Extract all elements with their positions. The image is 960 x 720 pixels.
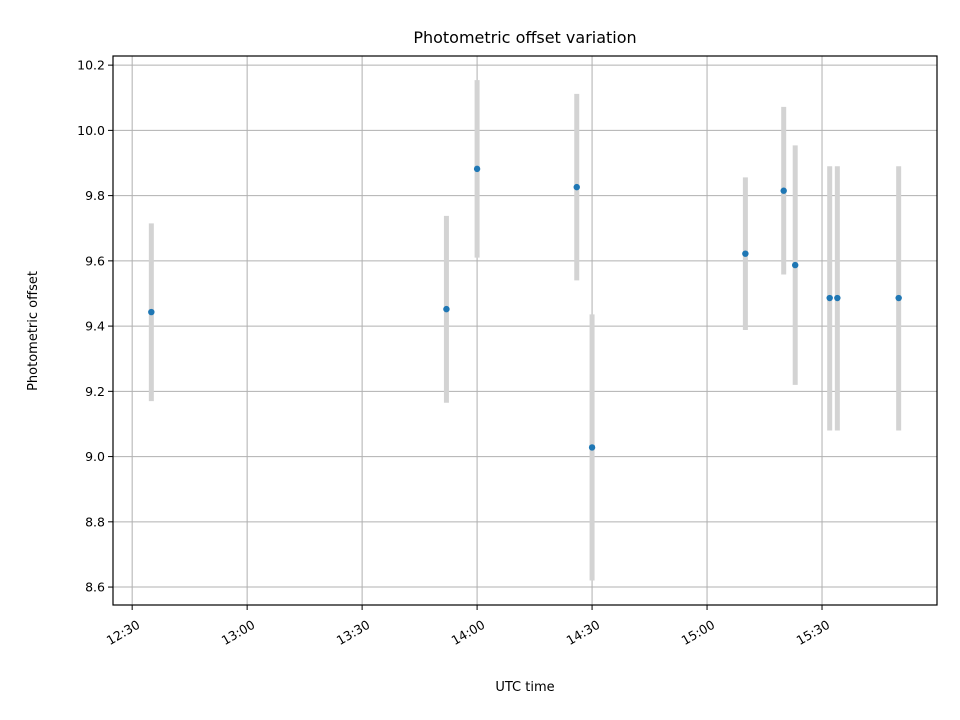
y-axis-label: Photometric offset xyxy=(26,271,41,391)
y-tick-label: 8.8 xyxy=(85,514,105,529)
y-tick-label: 10.0 xyxy=(77,123,105,138)
data-point xyxy=(588,444,596,451)
data-point xyxy=(742,250,749,257)
data-point xyxy=(895,294,902,302)
data-point xyxy=(780,187,787,194)
y-axis-ticks: 8.6 8.8 9.0 9.2 9.4 9.6 9.8 10.0 10.2 xyxy=(77,58,113,595)
y-tick-label: 9.0 xyxy=(85,449,105,464)
data-point xyxy=(473,165,481,173)
chart-title: Photometric offset variation xyxy=(413,28,636,47)
y-tick-label: 9.4 xyxy=(85,319,105,334)
plot-frame xyxy=(112,55,938,606)
x-tick-label: 15:30 xyxy=(794,617,833,648)
data-point xyxy=(148,308,155,316)
data-point xyxy=(791,261,799,269)
data-points xyxy=(148,165,902,451)
grid xyxy=(113,56,937,605)
data-point xyxy=(826,294,833,302)
data-point xyxy=(573,183,580,191)
x-tick-label: 13:30 xyxy=(334,617,373,648)
data-point xyxy=(443,305,450,313)
x-tick-label: 14:00 xyxy=(449,617,488,648)
x-tick-label: 15:00 xyxy=(679,617,718,648)
y-tick-label: 8.6 xyxy=(85,580,105,595)
x-tick-label: 12:30 xyxy=(104,617,143,648)
x-tick-label: 14:30 xyxy=(564,617,603,648)
y-tick-label: 9.2 xyxy=(85,384,105,399)
data-point xyxy=(834,294,841,302)
error-bars xyxy=(148,80,902,581)
y-tick-label: 10.2 xyxy=(77,58,105,73)
y-tick-label: 9.8 xyxy=(85,188,105,203)
x-axis-ticks: 12:30 13:00 13:30 14:00 14:30 15:00 15:30 xyxy=(104,605,833,648)
x-axis-label: UTC time xyxy=(495,680,554,695)
y-tick-label: 9.6 xyxy=(85,253,105,268)
x-tick-label: 13:00 xyxy=(219,617,258,648)
